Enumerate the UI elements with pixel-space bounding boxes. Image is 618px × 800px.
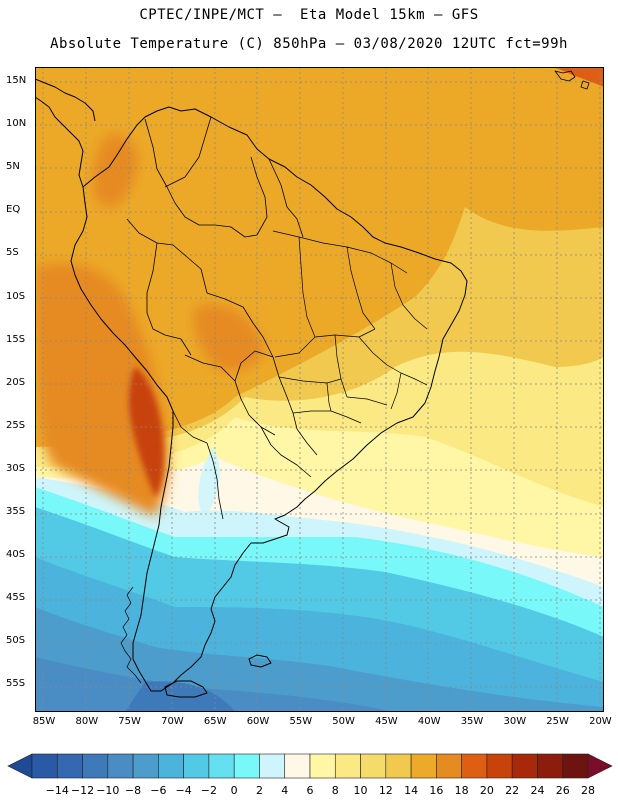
chile-fjords xyxy=(120,586,142,684)
lat-label-15s: 15S xyxy=(6,333,26,345)
colorbar-label-4: −6 xyxy=(150,784,167,797)
lon-label-55w: 55W xyxy=(289,716,313,727)
warm-northern-andes xyxy=(93,134,138,208)
lon-label-45w: 45W xyxy=(375,716,398,727)
colorbar-box-11 xyxy=(309,753,336,779)
lat-label-20s: 20S xyxy=(6,376,26,388)
lon-label-25w: 25W xyxy=(546,716,569,727)
colorbar-label-5: −4 xyxy=(175,784,192,797)
falklands xyxy=(248,654,272,668)
temperature-bands xyxy=(35,67,604,712)
colorbar-label-3: −8 xyxy=(124,784,142,797)
lon-label-40w: 40W xyxy=(417,716,441,727)
colorbar-box-5 xyxy=(158,753,184,779)
band-minus6c xyxy=(35,657,395,712)
colorbar-label-9: 4 xyxy=(281,784,289,797)
lat-label-eq: EQ xyxy=(6,204,21,216)
lat-label-10n: 10N xyxy=(6,118,27,130)
tierra-del-fuego xyxy=(164,680,208,698)
colorbar-box-8 xyxy=(233,753,260,779)
coastlines-and-borders xyxy=(35,70,590,698)
cool-patch xyxy=(198,447,220,517)
warm-western-region xyxy=(35,263,170,517)
colorbar-box-21 xyxy=(562,753,589,779)
lat-label-15n: 15N xyxy=(6,75,27,86)
colorbar-box-4 xyxy=(132,753,159,779)
colorbar-label-2: −10 xyxy=(96,784,120,797)
lat-label-55s: 55S xyxy=(6,678,26,690)
lat-label-40s: 40S xyxy=(6,549,26,561)
lon-label-80w: 80W xyxy=(75,716,99,727)
colorbar-box-13 xyxy=(360,753,387,779)
lat-label-5n: 5N xyxy=(6,161,20,173)
south-america-coastline xyxy=(70,106,468,692)
lon-label-35w: 35W xyxy=(460,716,484,727)
temperature-map xyxy=(35,67,604,712)
hot-core xyxy=(128,367,164,497)
colorbar-label-19: 24 xyxy=(530,784,545,797)
colorbar-label-12: 10 xyxy=(353,784,368,797)
colorbar-label-18: 22 xyxy=(505,784,520,797)
colorbar-box-3 xyxy=(107,753,134,779)
central-america-north-coast xyxy=(35,78,96,122)
colorbar-label-21: 28 xyxy=(581,784,595,797)
lon-label-70w: 70W xyxy=(161,716,184,727)
colorbar-box-20 xyxy=(537,753,564,779)
map-canvas xyxy=(35,67,604,712)
colorbar-label-6: −2 xyxy=(200,784,218,797)
colorbar-label-17: 20 xyxy=(479,784,494,797)
colorbar-box-16 xyxy=(436,753,462,779)
lat-label-30s: 30S xyxy=(6,462,26,474)
colorbar-box-1 xyxy=(56,753,83,779)
lat-label-25s: 25S xyxy=(6,419,26,431)
colorbar-label-1: −12 xyxy=(70,784,95,797)
colorbar-box-7 xyxy=(208,753,235,779)
chart-subtitle: Absolute Temperature (C) 850hPa – 03/08/… xyxy=(50,36,568,52)
colorbar-box-9 xyxy=(259,753,286,779)
colorbar-box-17 xyxy=(461,753,488,779)
colorbar-label-10: 6 xyxy=(306,784,314,797)
colorbar-label-20: 26 xyxy=(555,784,570,797)
colorbar-label-7: 0 xyxy=(230,784,238,797)
colorbar-label-11: 8 xyxy=(331,784,339,797)
lon-label-20w: 20W xyxy=(589,716,612,727)
colorbar-box-15 xyxy=(410,753,437,779)
central-america-coast xyxy=(35,96,84,188)
lat-label-5s: 5S xyxy=(6,247,19,259)
colorbar-label-8: 2 xyxy=(255,784,263,797)
colorbar-box-12 xyxy=(334,753,361,779)
lon-label-50w: 50W xyxy=(332,716,355,727)
colorbar-label-15: 16 xyxy=(429,784,444,797)
lon-label-85w: 85W xyxy=(32,716,56,727)
colorbar-box-0 xyxy=(31,753,58,779)
brazil-state-borders xyxy=(272,230,428,412)
colorbar xyxy=(7,753,613,779)
lat-label-35s: 35S xyxy=(6,506,26,517)
lon-label-60w: 60W xyxy=(246,716,270,727)
colorbar-left-arrow xyxy=(7,753,33,779)
colorbar-label-0: −14 xyxy=(45,784,69,797)
colorbar-box-19 xyxy=(511,753,538,779)
colorbar-box-18 xyxy=(486,753,513,779)
land-heat-features xyxy=(35,134,265,517)
warm-interior xyxy=(193,304,265,371)
colorbar-box-14 xyxy=(385,753,412,779)
lon-label-65w: 65W xyxy=(203,716,227,727)
lon-label-75w: 75W xyxy=(118,716,141,727)
lat-label-50s: 50S xyxy=(6,635,26,647)
colorbar-label-16: 18 xyxy=(454,784,469,797)
colorbar-box-2 xyxy=(82,753,109,779)
caribbean-islands xyxy=(554,70,590,90)
lat-label-45s: 45S xyxy=(6,592,26,604)
lat-label-10s: 10S xyxy=(6,290,26,302)
colorbar-box-10 xyxy=(284,753,311,779)
colorbar-box-6 xyxy=(183,753,210,779)
colorbar-label-14: 14 xyxy=(404,784,419,797)
chart-title: CPTEC/INPE/MCT – Eta Model 15km – GFS xyxy=(139,7,479,23)
lon-label-30w: 30W xyxy=(503,716,527,727)
colorbar-label-13: 12 xyxy=(378,784,393,797)
colorbar-right-arrow xyxy=(587,753,613,779)
